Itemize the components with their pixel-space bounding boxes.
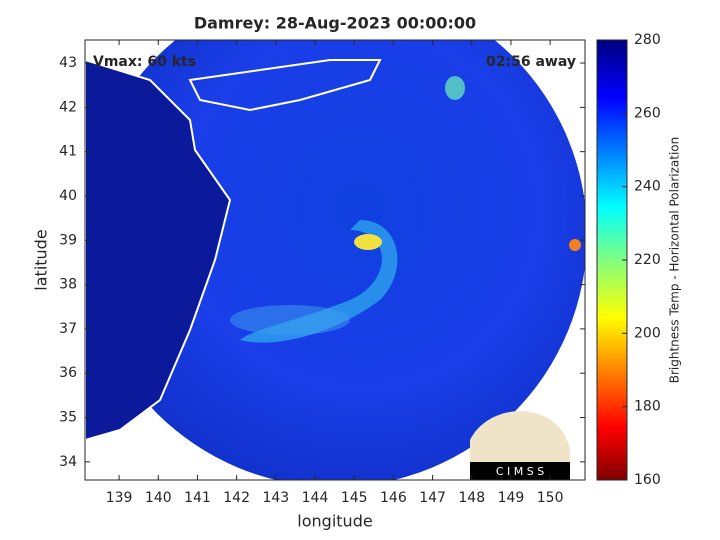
x-axis-label: longitude <box>297 512 372 531</box>
x-tick-label: 145 <box>341 490 368 506</box>
y-tick-label: 39 <box>59 232 77 248</box>
colorbar-tick-label: 200 <box>634 325 661 341</box>
colorbar-tick-label: 240 <box>634 179 661 195</box>
y-tick-label: 43 <box>59 55 77 71</box>
x-tick-label: 141 <box>184 490 211 506</box>
logo: C I M S S <box>470 411 570 480</box>
image-layer <box>85 40 585 480</box>
x-tick-label: 143 <box>262 490 289 506</box>
colorbar-tick-label: 280 <box>634 32 661 48</box>
x-tick-label: 139 <box>106 490 133 506</box>
colorbar-tick-label: 220 <box>634 252 661 268</box>
logo-text: C I M S S <box>496 465 544 478</box>
y-tick-label: 40 <box>59 188 77 204</box>
x-tick-label: 146 <box>380 490 407 506</box>
x-tick-label: 147 <box>419 490 446 506</box>
y-tick-label: 37 <box>59 321 77 337</box>
x-tick-label: 150 <box>537 490 564 506</box>
y-tick-label: 35 <box>59 410 77 426</box>
y-tick-label: 41 <box>59 144 77 160</box>
colorbar-label: Brightness Temp - Horizontal Polarizatio… <box>668 137 682 384</box>
colorbar-tick-label: 260 <box>634 105 661 121</box>
x-tick-label: 148 <box>458 490 485 506</box>
colorbar-tick-label: 180 <box>634 399 661 415</box>
chart-title: Damrey: 28-Aug-2023 00:00:00 <box>194 14 476 33</box>
annotation: Vmax: 60 kts <box>93 54 196 70</box>
y-tick-label: 38 <box>59 277 77 293</box>
x-tick-label: 140 <box>145 490 172 506</box>
y-axis-label: latitude <box>32 229 51 290</box>
y-tick-label: 36 <box>59 365 77 381</box>
y-tick-label: 34 <box>59 454 77 470</box>
x-tick-label: 144 <box>302 490 329 506</box>
x-tick-label: 149 <box>498 490 525 506</box>
plot-frame <box>84 39 586 481</box>
colorbar-tick-label: 160 <box>634 472 661 488</box>
y-tick-label: 42 <box>59 99 77 115</box>
annotation: 02:56 away <box>486 54 576 70</box>
x-tick-label: 142 <box>223 490 250 506</box>
